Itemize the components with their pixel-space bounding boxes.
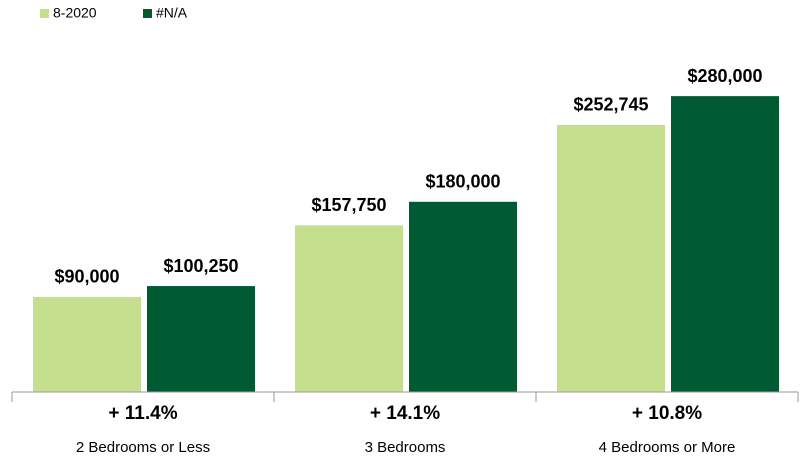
bar bbox=[409, 201, 517, 392]
bar bbox=[557, 124, 665, 392]
x-tick-label: 2 Bedrooms or Less bbox=[76, 439, 210, 456]
bar bbox=[295, 225, 403, 392]
legend-label: #N/A bbox=[156, 5, 188, 21]
annotation: + 11.4% bbox=[108, 403, 177, 424]
bar bbox=[671, 96, 779, 392]
value-label: $280,000 bbox=[687, 66, 762, 86]
value-label: $100,250 bbox=[163, 256, 238, 276]
legend-swatch bbox=[40, 9, 49, 18]
value-label: $180,000 bbox=[425, 172, 500, 192]
bar bbox=[33, 296, 141, 392]
value-label: $252,745 bbox=[573, 95, 648, 115]
bar bbox=[147, 286, 255, 392]
value-label: $90,000 bbox=[54, 267, 119, 287]
annotation: + 10.8% bbox=[632, 403, 702, 424]
x-tick-label: 4 Bedrooms or More bbox=[599, 439, 736, 456]
legend-label: 8-2020 bbox=[53, 5, 97, 21]
annotation: + 14.1% bbox=[370, 403, 440, 424]
legend-swatch bbox=[143, 9, 152, 18]
x-tick-label: 3 Bedrooms bbox=[365, 439, 446, 456]
value-label: $157,750 bbox=[311, 195, 386, 215]
